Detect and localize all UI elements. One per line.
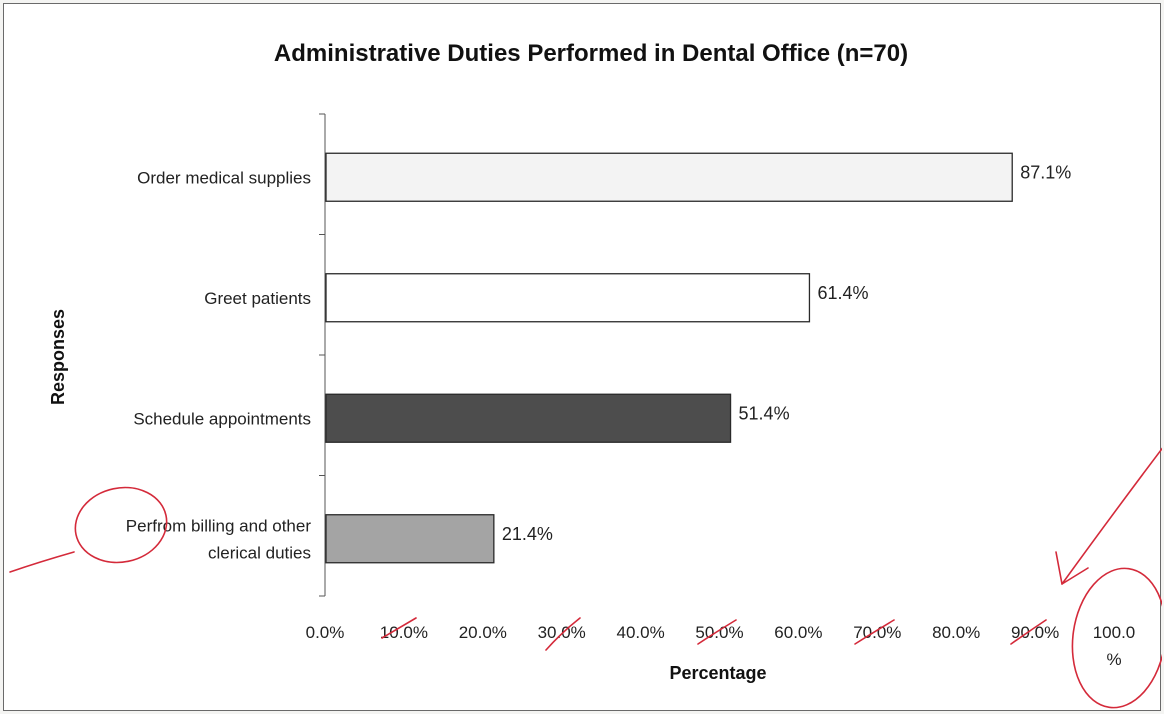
handwritten-stroke-mark [9, 551, 75, 573]
chart-title: Administrative Duties Performed in Denta… [274, 40, 908, 67]
x-tick-label: 50.0% [695, 623, 743, 642]
handwritten-tick-mark [381, 617, 417, 639]
x-tick-label: 20.0% [459, 623, 507, 642]
category-label: Perfrom billing and other clerical duties [126, 516, 312, 562]
bar [325, 273, 811, 323]
x-tick-label: 100.0% [1093, 623, 1136, 669]
x-tick-label: 70.0% [853, 623, 901, 642]
category-label-line: Order medical supplies [137, 168, 311, 187]
x-tick-label-line: 10.0% [380, 623, 428, 642]
x-tick-label: 60.0% [774, 623, 822, 642]
x-tick-label: 40.0% [616, 623, 664, 642]
plot-area: Order medical supplies 87.1% Greet patient… [126, 113, 1136, 669]
x-tick-label-line: 60.0% [774, 623, 822, 642]
category-label-line: Schedule appointments [133, 409, 311, 428]
handwritten-tick-mark [1010, 619, 1047, 645]
x-tick-label: 90.0% [1011, 623, 1059, 642]
handwritten-circle-mark [1071, 567, 1162, 709]
bar [325, 514, 495, 564]
data-label: 51.4% [739, 403, 790, 423]
data-label: 61.4% [817, 283, 868, 303]
x-tick-label-line: 100.0 [1093, 623, 1136, 642]
x-tick-label-line: 20.0% [459, 623, 507, 642]
x-tick-label-line: 40.0% [616, 623, 664, 642]
x-tick-label: 0.0% [306, 623, 345, 642]
x-tick-label-line: 80.0% [932, 623, 980, 642]
x-tick-label: 10.0% [380, 623, 428, 642]
x-tick-label-line: 30.0% [538, 623, 586, 642]
handwritten-circle-mark [74, 486, 168, 564]
bar [325, 393, 732, 443]
x-tick-label-line: 70.0% [853, 623, 901, 642]
handwritten-tick-mark [854, 619, 895, 645]
data-label: 21.4% [502, 524, 553, 544]
category-label-line: Perfrom billing and other [126, 516, 312, 535]
handwritten-arrow-mark [1061, 447, 1162, 585]
handwritten-annotations [9, 447, 1162, 709]
y-axis-title: Responses [48, 309, 68, 405]
category-label-line: clerical duties [208, 543, 311, 562]
handwritten-tick-mark [697, 619, 737, 645]
x-tick-label: 80.0% [932, 623, 980, 642]
x-tick-label-line: 0.0% [306, 623, 345, 642]
handwritten-arrow-mark [1055, 551, 1089, 585]
category-label: Greet patients [204, 289, 311, 308]
x-tick-label-line: 50.0% [695, 623, 743, 642]
x-axis-title: Percentage [669, 663, 766, 683]
data-label: 87.1% [1020, 162, 1071, 182]
category-label: Schedule appointments [133, 409, 311, 428]
x-tick-label-line: 90.0% [1011, 623, 1059, 642]
handwritten-tick-mark [545, 617, 581, 651]
category-label-line: Greet patients [204, 289, 311, 308]
category-label: Order medical supplies [137, 168, 311, 187]
x-tick-label-line: % [1106, 650, 1121, 669]
bar [325, 152, 1013, 202]
x-tick-label: 30.0% [538, 623, 586, 642]
chart-frame: Administrative Duties Performed in Denta… [3, 3, 1162, 711]
bar-chart: Administrative Duties Performed in Denta… [9, 40, 1162, 709]
